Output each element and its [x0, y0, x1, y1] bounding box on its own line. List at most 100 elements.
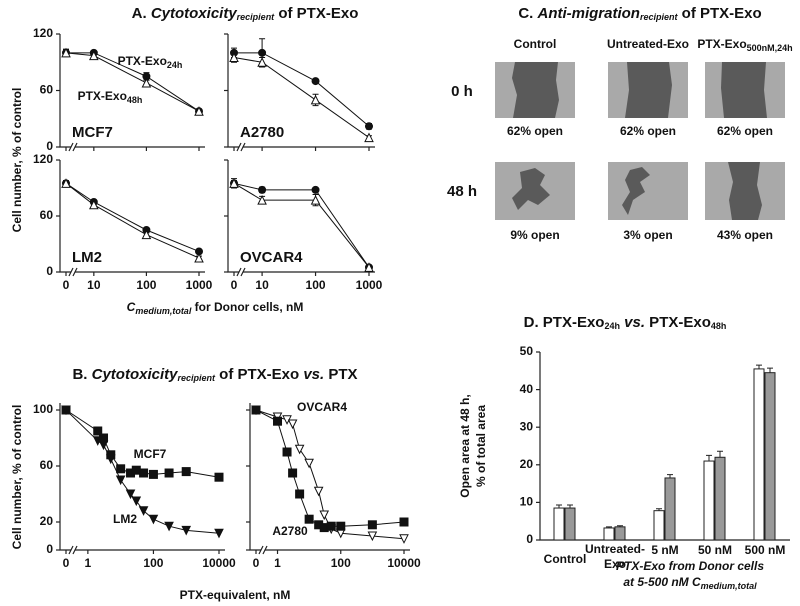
title-part: 24h: [604, 321, 620, 331]
group-label: at 5-500 nM Cmedium,total: [623, 575, 757, 591]
caption: 62% open: [507, 124, 563, 138]
axis-break: [258, 545, 268, 555]
x-tick-label: 50 nM: [698, 543, 732, 557]
label-part: for Donor cells, nM: [191, 300, 303, 314]
title-part: 48h: [711, 321, 727, 331]
bar: [564, 507, 576, 541]
error-bar: [656, 508, 662, 511]
marker: [105, 454, 116, 465]
series-label: MCF7: [134, 447, 167, 461]
marker: [367, 520, 377, 530]
caption: 62% open: [620, 124, 676, 138]
series-label: PTX-Exo48h: [78, 89, 143, 105]
y-tick-label: 0: [46, 139, 53, 153]
title-part: recipient: [177, 373, 216, 383]
column-header: Control: [514, 37, 557, 51]
marker: [282, 447, 292, 457]
bar: [664, 477, 676, 541]
y-tick-label: 20: [40, 514, 54, 528]
marker: [115, 475, 126, 486]
header-part: 500nM,24h: [747, 43, 793, 53]
y-tick-label: 60: [40, 458, 54, 472]
marker: [164, 521, 174, 532]
error-bar: [567, 504, 573, 509]
plot-label: MCF7: [72, 124, 113, 141]
label-part: C: [127, 300, 136, 314]
series-line: [65, 409, 220, 478]
x-tick-label: 100: [143, 556, 163, 570]
bar: [753, 368, 765, 541]
error-bar: [706, 454, 712, 462]
marker: [367, 531, 378, 542]
series-label: PTX-Exo24h: [118, 54, 183, 70]
marker: [98, 440, 109, 451]
marker: [194, 252, 204, 263]
title-part: Cytotoxicity: [151, 5, 238, 22]
marker: [139, 468, 149, 478]
y-tick-label: 60: [40, 83, 54, 97]
series-line: [233, 182, 370, 268]
label-part: at 5-500 nM C: [623, 575, 701, 589]
caption: 9% open: [510, 228, 559, 242]
label-part: medium,total: [701, 581, 758, 591]
title-part: of PTX-Exo: [274, 5, 358, 22]
series-line: [65, 182, 200, 252]
error-bar: [606, 526, 612, 528]
series-line: [65, 182, 200, 259]
marker: [319, 510, 330, 521]
title-part: recipient: [237, 12, 276, 22]
marker: [93, 426, 103, 436]
bar: [553, 507, 565, 541]
marker: [304, 514, 314, 524]
panel-title: B. Cytotoxicityrecipient of PTX-Exo vs. …: [72, 366, 357, 383]
x-tick-label: Untreated-Exo: [585, 542, 645, 571]
label-part: medium,total: [135, 306, 192, 316]
title-part: Cytotoxicity: [92, 366, 179, 383]
label-part: 48h: [127, 95, 143, 105]
marker: [257, 57, 267, 67]
marker: [399, 517, 409, 527]
label-part: PTX-Exo: [78, 89, 127, 103]
x-tick-label: 100: [136, 278, 156, 292]
error-bar: [556, 504, 562, 509]
label-part: PTX-Exo: [118, 54, 167, 68]
y-axis-label: % of total area: [474, 405, 488, 487]
plot-label: A2780: [240, 124, 284, 141]
marker: [288, 468, 298, 478]
x-tick-label: 1: [274, 556, 281, 570]
marker: [141, 77, 152, 88]
marker: [295, 489, 305, 499]
x-tick-label: 100: [331, 556, 351, 570]
title-part: D. PTX-Exo: [524, 314, 605, 331]
y-tick-label: 0: [526, 532, 533, 546]
caption: 43% open: [717, 228, 773, 242]
y-axis-label: Cell number, % of control: [10, 88, 24, 233]
y-tick-label: 0: [46, 264, 53, 278]
x-tick-label: 10000: [387, 556, 421, 570]
title-part: of PTX-Exo: [678, 5, 762, 22]
y-tick-label: 50: [520, 344, 534, 358]
x-tick-label: 0: [253, 556, 260, 570]
error-bar: [756, 364, 762, 369]
marker: [310, 195, 321, 205]
marker: [310, 94, 321, 105]
marker: [294, 444, 305, 455]
x-axis-label: Cmedium,total for Donor cells, nM: [127, 300, 304, 316]
x-tick-label: 10: [87, 278, 101, 292]
y-tick-label: 30: [520, 419, 534, 433]
marker: [258, 48, 267, 57]
x-tick-label: 5 nM: [651, 543, 678, 557]
y-tick-label: 60: [40, 208, 54, 222]
marker: [89, 199, 99, 210]
column-header: Untreated-Exo: [607, 37, 689, 51]
marker: [125, 489, 136, 500]
error-bar: [767, 367, 773, 373]
bar: [614, 526, 626, 541]
axis-break: [68, 267, 78, 277]
x-axis-label: PTX-equivalent, nM: [180, 588, 291, 602]
column-header: PTX-Exo500nM,24h: [697, 37, 792, 53]
header-part: PTX-Exo: [697, 37, 746, 51]
series-line: [255, 409, 405, 540]
bar: [703, 460, 715, 541]
title-part: recipient: [640, 12, 679, 22]
